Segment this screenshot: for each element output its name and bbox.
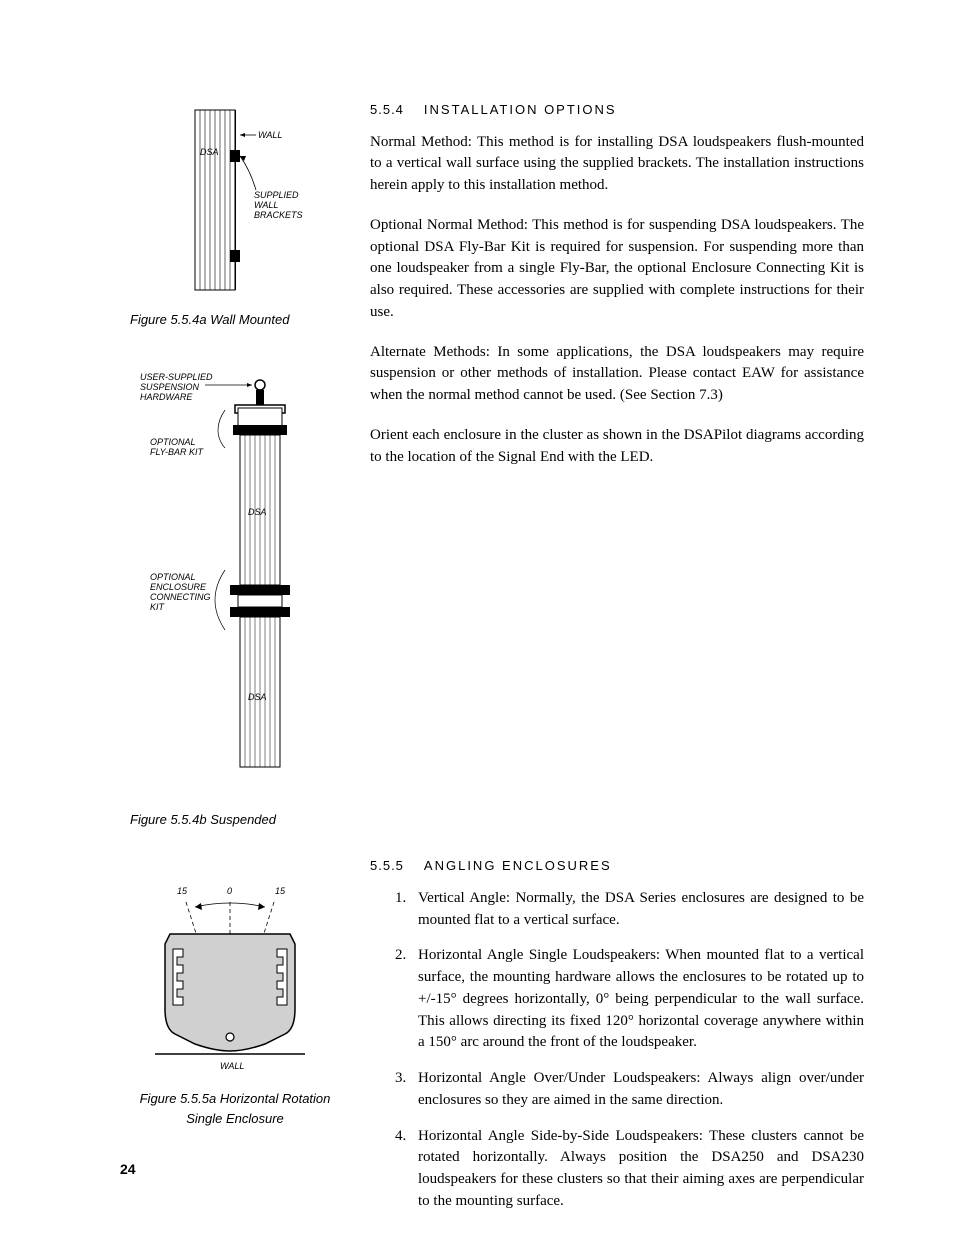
section-555-number: 5.5.5 bbox=[370, 856, 404, 876]
label-dsa-2: DSA bbox=[248, 692, 267, 702]
label-wall-555a: WALL bbox=[220, 1061, 244, 1071]
label-user-2: SUSPENSION bbox=[140, 382, 200, 392]
figure-555a-caption-line2: Single Enclosure bbox=[186, 1111, 284, 1126]
section-554-number: 5.5.4 bbox=[370, 100, 404, 120]
label-flybar-1: OPTIONAL bbox=[150, 437, 196, 447]
para-554-1: Normal Method: This method is for instal… bbox=[370, 132, 864, 197]
list-item: Horizontal Angle Over/Under Loudspeakers… bbox=[410, 1068, 864, 1112]
label-ck-4: KIT bbox=[150, 602, 166, 612]
angle-center: 0 bbox=[227, 886, 232, 896]
figure-554b-diagram: USER-SUPPLIED SUSPENSION HARDWARE OPTION… bbox=[120, 370, 340, 800]
label-ck-1: OPTIONAL bbox=[150, 572, 196, 582]
section-555-list: Vertical Angle: Normally, the DSA Series… bbox=[370, 888, 864, 1213]
figure-555a-diagram: 15 0 15 bbox=[120, 879, 340, 1079]
section-554-title: INSTALLATION OPTIONS bbox=[424, 100, 617, 120]
section-555-heading: 5.5.5 ANGLING ENCLOSURES bbox=[370, 856, 864, 876]
section-spacer bbox=[370, 486, 864, 856]
para-554-3: Alternate Methods: In some applications,… bbox=[370, 342, 864, 407]
angle-left: 15 bbox=[177, 886, 188, 896]
para-554-2: Optional Normal Method: This method is f… bbox=[370, 215, 864, 324]
page-layout: WALL DSA SUPPLIED WALL BRACKETS Figure 5… bbox=[120, 100, 864, 1227]
section-554-heading: 5.5.4 INSTALLATION OPTIONS bbox=[370, 100, 864, 120]
figure-555a-caption: Figure 5.5.5a Horizontal Rotation Single… bbox=[120, 1089, 340, 1128]
label-ck-2: ENCLOSURE bbox=[150, 582, 207, 592]
figure-554b: USER-SUPPLIED SUSPENSION HARDWARE OPTION… bbox=[120, 370, 340, 830]
figure-554b-caption: Figure 5.5.4b Suspended bbox=[120, 810, 340, 830]
list-item: Vertical Angle: Normally, the DSA Series… bbox=[410, 888, 864, 932]
section-555-title: ANGLING ENCLOSURES bbox=[424, 856, 612, 876]
figure-554a: WALL DSA SUPPLIED WALL BRACKETS Figure 5… bbox=[120, 100, 340, 330]
label-flybar-2: FLY-BAR KIT bbox=[150, 447, 205, 457]
label-brackets-2: WALL bbox=[254, 200, 278, 210]
label-ck-3: CONNECTING bbox=[150, 592, 211, 602]
text-column: 5.5.4 INSTALLATION OPTIONS Normal Method… bbox=[370, 100, 864, 1227]
label-brackets-3: BRACKETS bbox=[254, 210, 303, 220]
figures-column: WALL DSA SUPPLIED WALL BRACKETS Figure 5… bbox=[120, 100, 340, 1227]
label-user-3: HARDWARE bbox=[140, 392, 193, 402]
list-item: Horizontal Angle Single Loudspeakers: Wh… bbox=[410, 945, 864, 1054]
label-dsa-1: DSA bbox=[248, 507, 267, 517]
list-item: Horizontal Angle Side-by-Side Loudspeake… bbox=[410, 1126, 864, 1213]
angle-right: 15 bbox=[275, 886, 286, 896]
para-554-4: Orient each enclosure in the cluster as … bbox=[370, 425, 864, 469]
figure-555a: 15 0 15 bbox=[120, 879, 340, 1128]
label-dsa: DSA bbox=[200, 147, 219, 157]
page-number: 24 bbox=[120, 1159, 136, 1180]
figure-554a-diagram: WALL DSA SUPPLIED WALL BRACKETS bbox=[120, 100, 340, 300]
label-user-1: USER-SUPPLIED bbox=[140, 372, 213, 382]
figure-555a-caption-line1: Figure 5.5.5a Horizontal Rotation bbox=[140, 1091, 331, 1106]
figure-554a-caption: Figure 5.5.4a Wall Mounted bbox=[120, 310, 340, 330]
label-brackets-1: SUPPLIED bbox=[254, 190, 299, 200]
label-wall: WALL bbox=[258, 130, 282, 140]
